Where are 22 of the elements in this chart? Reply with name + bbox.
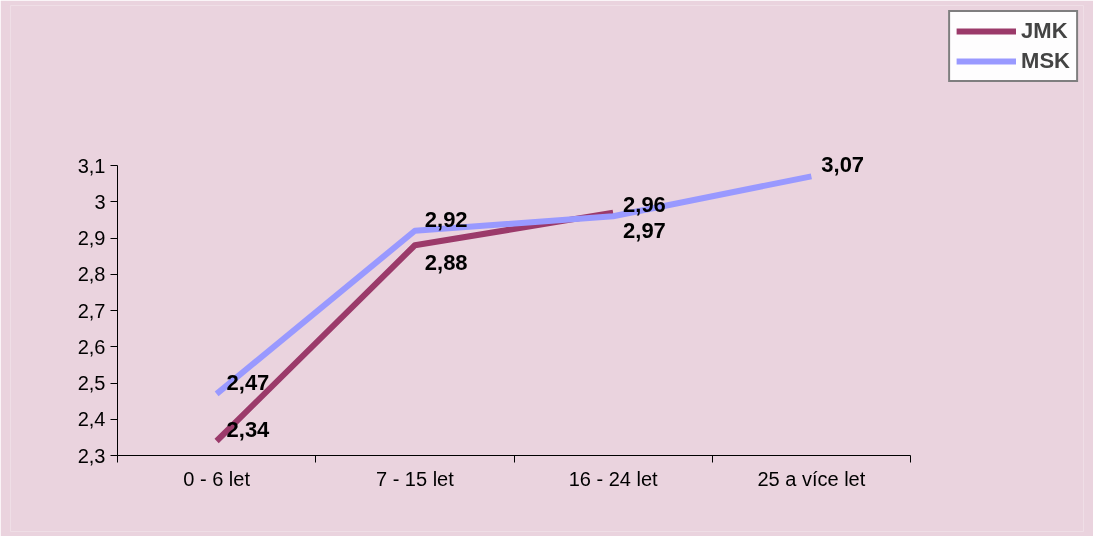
x-tick-label: 7 - 15 let bbox=[375, 467, 455, 490]
data-label: 2,34 bbox=[226, 417, 271, 442]
y-tick-label: 2,4 bbox=[77, 408, 106, 431]
data-label: 2,88 bbox=[424, 250, 468, 276]
y-tick-label: 2,6 bbox=[77, 335, 106, 358]
data-label: 2,92 bbox=[424, 206, 468, 232]
legend-label: MSK bbox=[1021, 48, 1070, 74]
data-label: 2,97 bbox=[623, 217, 666, 243]
y-tick-label: 2,8 bbox=[77, 263, 106, 286]
y-tick-label: 2,7 bbox=[77, 299, 106, 322]
y-tick-label: 2,9 bbox=[77, 227, 106, 249]
x-tick-label: 25 a více let bbox=[757, 467, 866, 490]
y-tick-label: 2,3 bbox=[77, 444, 106, 467]
legend-label: JMK bbox=[1021, 18, 1068, 44]
data-label: 2,47 bbox=[226, 369, 270, 395]
data-label: 2,96 bbox=[623, 192, 666, 218]
data-label: 3,07 bbox=[821, 152, 865, 178]
x-tick-label: 16 - 24 let bbox=[568, 467, 659, 490]
y-tick-label: 3 bbox=[94, 190, 106, 213]
x-tick-label: 0 - 6 let bbox=[183, 467, 251, 490]
y-tick-label: 2,5 bbox=[77, 372, 106, 394]
y-tick-label: 3,1 bbox=[77, 154, 106, 177]
